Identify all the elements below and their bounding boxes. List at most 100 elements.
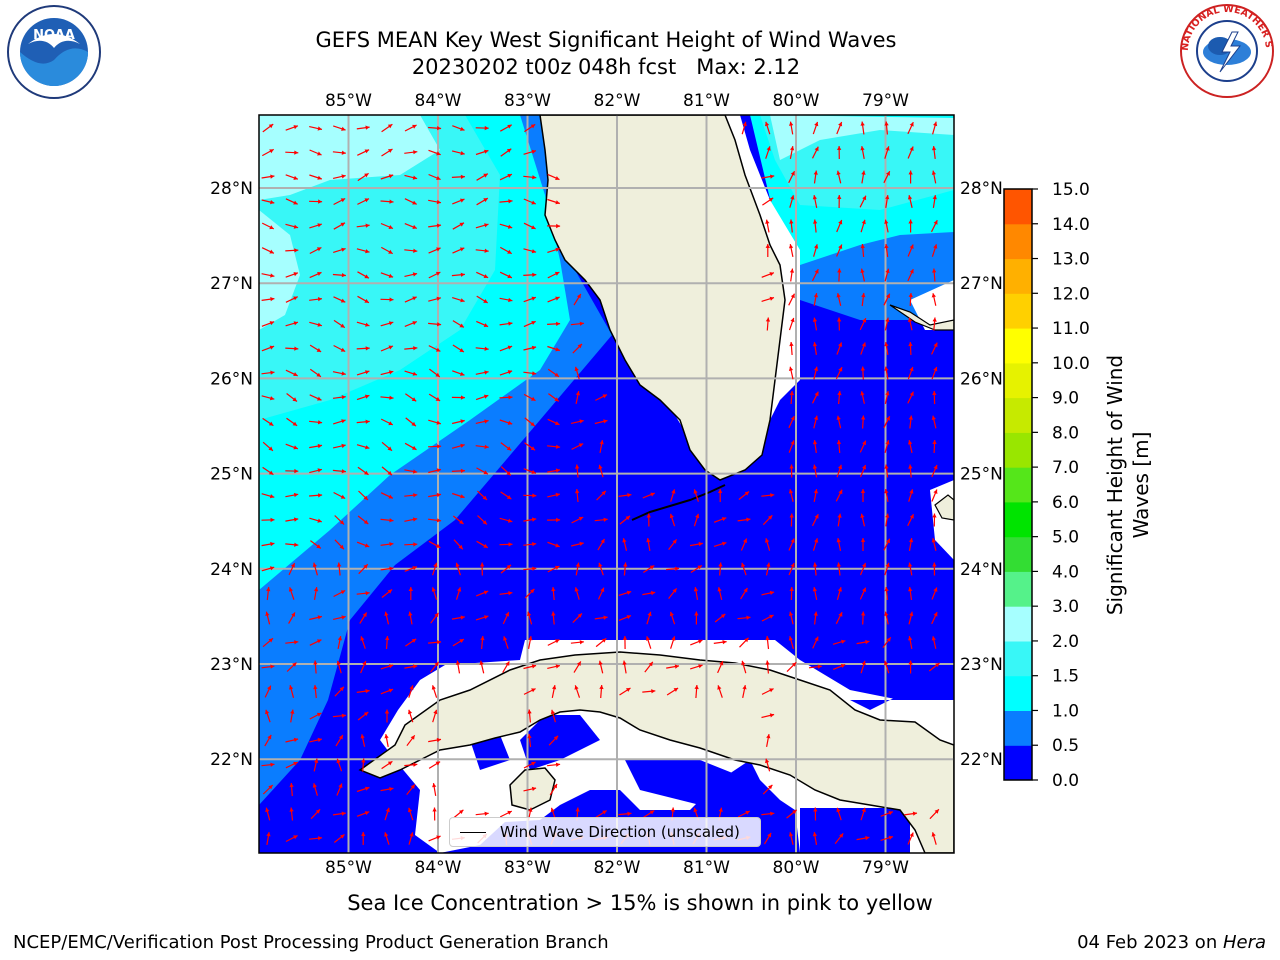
wave-arrow — [385, 635, 390, 650]
colorbar-tick-label: 4.0 — [1052, 562, 1079, 582]
lon-label-bottom: 81°W — [683, 858, 730, 878]
lat-label-left: 26°N — [210, 369, 253, 389]
wave-arrow — [428, 271, 441, 279]
wave-arrow — [884, 121, 889, 135]
wave-arrow — [452, 370, 465, 376]
wave-arrow — [547, 541, 560, 548]
wave-arrow — [289, 782, 294, 797]
wave-arrow — [261, 517, 275, 523]
wave-arrow — [836, 415, 842, 429]
wave-arrow — [285, 517, 299, 522]
wave-arrow — [380, 664, 394, 670]
lon-label-bottom: 80°W — [773, 858, 820, 878]
wave-arrow — [333, 319, 346, 329]
wave-arrow — [356, 125, 370, 130]
wave-arrow — [622, 538, 628, 551]
wave-arrow — [835, 366, 843, 380]
wave-arrow — [598, 660, 604, 674]
wave-arrow — [404, 346, 418, 351]
wave-arrow — [908, 341, 913, 356]
colorbar-tick-label: 15.0 — [1052, 180, 1090, 200]
wave-arrow — [811, 146, 819, 159]
wave-arrow — [813, 244, 819, 257]
wave-arrow — [812, 440, 818, 453]
wave-arrow — [884, 586, 889, 601]
wave-arrow — [737, 615, 751, 620]
wave-arrow — [406, 784, 416, 795]
wave-arrow — [811, 513, 819, 527]
lat-label-right: 22°N — [960, 750, 1003, 770]
wave-arrow — [619, 515, 631, 525]
chart-subtitle: 20230202 t00z 048h fcst Max: 2.12 — [411, 55, 801, 79]
wave-arrow — [264, 685, 272, 698]
wave-arrow — [739, 637, 749, 648]
wave-arrow — [885, 195, 890, 208]
wave-arrow — [334, 539, 345, 550]
wave-arrow — [523, 175, 537, 180]
wave-arrow — [404, 223, 418, 229]
wave-arrow — [480, 635, 485, 650]
wave-arrow — [931, 342, 938, 355]
wave-arrow — [907, 121, 914, 135]
wave-arrow — [813, 366, 819, 380]
wave-arrow — [475, 615, 489, 621]
andros-land — [934, 494, 954, 521]
wave-arrow — [262, 148, 274, 157]
lon-label-top: 80°W — [773, 91, 820, 111]
wave-arrow — [479, 660, 485, 674]
wave-arrow — [813, 219, 818, 233]
wave-arrow — [309, 297, 323, 302]
wave-arrow — [574, 366, 580, 380]
wave-arrow — [884, 464, 889, 478]
wave-arrow — [788, 317, 795, 331]
wave-arrow — [332, 811, 346, 816]
wave-arrow — [261, 395, 275, 401]
wave-arrow — [313, 684, 318, 699]
wave-arrow — [500, 246, 512, 255]
wave-arrow — [475, 590, 489, 597]
colorbar-tick-label: 1.5 — [1052, 667, 1079, 687]
wave-arrow — [884, 440, 890, 453]
wave-arrow — [309, 271, 322, 279]
wave-arrow — [931, 636, 937, 649]
wave-arrow — [380, 688, 394, 695]
wave-arrow — [404, 566, 418, 572]
wave-arrow — [861, 415, 866, 429]
wave-arrow — [813, 170, 818, 184]
wave-arrow — [788, 538, 795, 551]
wave-arrow — [812, 831, 818, 846]
lon-label-top: 85°W — [325, 91, 372, 111]
wave-arrow — [713, 517, 727, 523]
wave-arrow — [884, 611, 889, 625]
wave-arrow — [285, 761, 298, 769]
colorbar-segment — [1004, 467, 1032, 503]
florida-land — [539, 115, 786, 481]
wave-arrow — [428, 173, 441, 181]
wave-arrow — [357, 515, 369, 525]
wave-arrow — [931, 464, 938, 478]
noaa-logo-text: NOAA — [33, 28, 75, 43]
wave-arrow — [380, 199, 394, 204]
wave-arrow — [618, 811, 632, 816]
wave-arrow — [309, 149, 322, 156]
wave-arrow — [333, 589, 346, 598]
colorbar-segment — [1004, 328, 1032, 364]
colorbar-tick-label: 11.0 — [1052, 319, 1090, 339]
wave-arrow — [356, 321, 370, 327]
wave-arrow — [313, 660, 318, 674]
lat-label-left: 23°N — [210, 655, 253, 675]
wave-arrow — [761, 614, 774, 622]
wave-arrow — [789, 243, 794, 258]
wave-arrow — [523, 493, 537, 498]
wave-arrow — [904, 811, 918, 816]
lon-label-top: 84°W — [415, 91, 462, 111]
wave-arrow — [811, 391, 819, 404]
wave-arrow — [930, 219, 938, 233]
wave-arrow — [309, 493, 323, 498]
wave-arrow — [931, 366, 938, 380]
wave-arrow — [265, 807, 271, 821]
colorbar-segment — [1004, 606, 1032, 642]
wave-arrow — [527, 733, 532, 748]
wave-arrow — [309, 639, 322, 646]
wave-arrow — [380, 518, 394, 523]
